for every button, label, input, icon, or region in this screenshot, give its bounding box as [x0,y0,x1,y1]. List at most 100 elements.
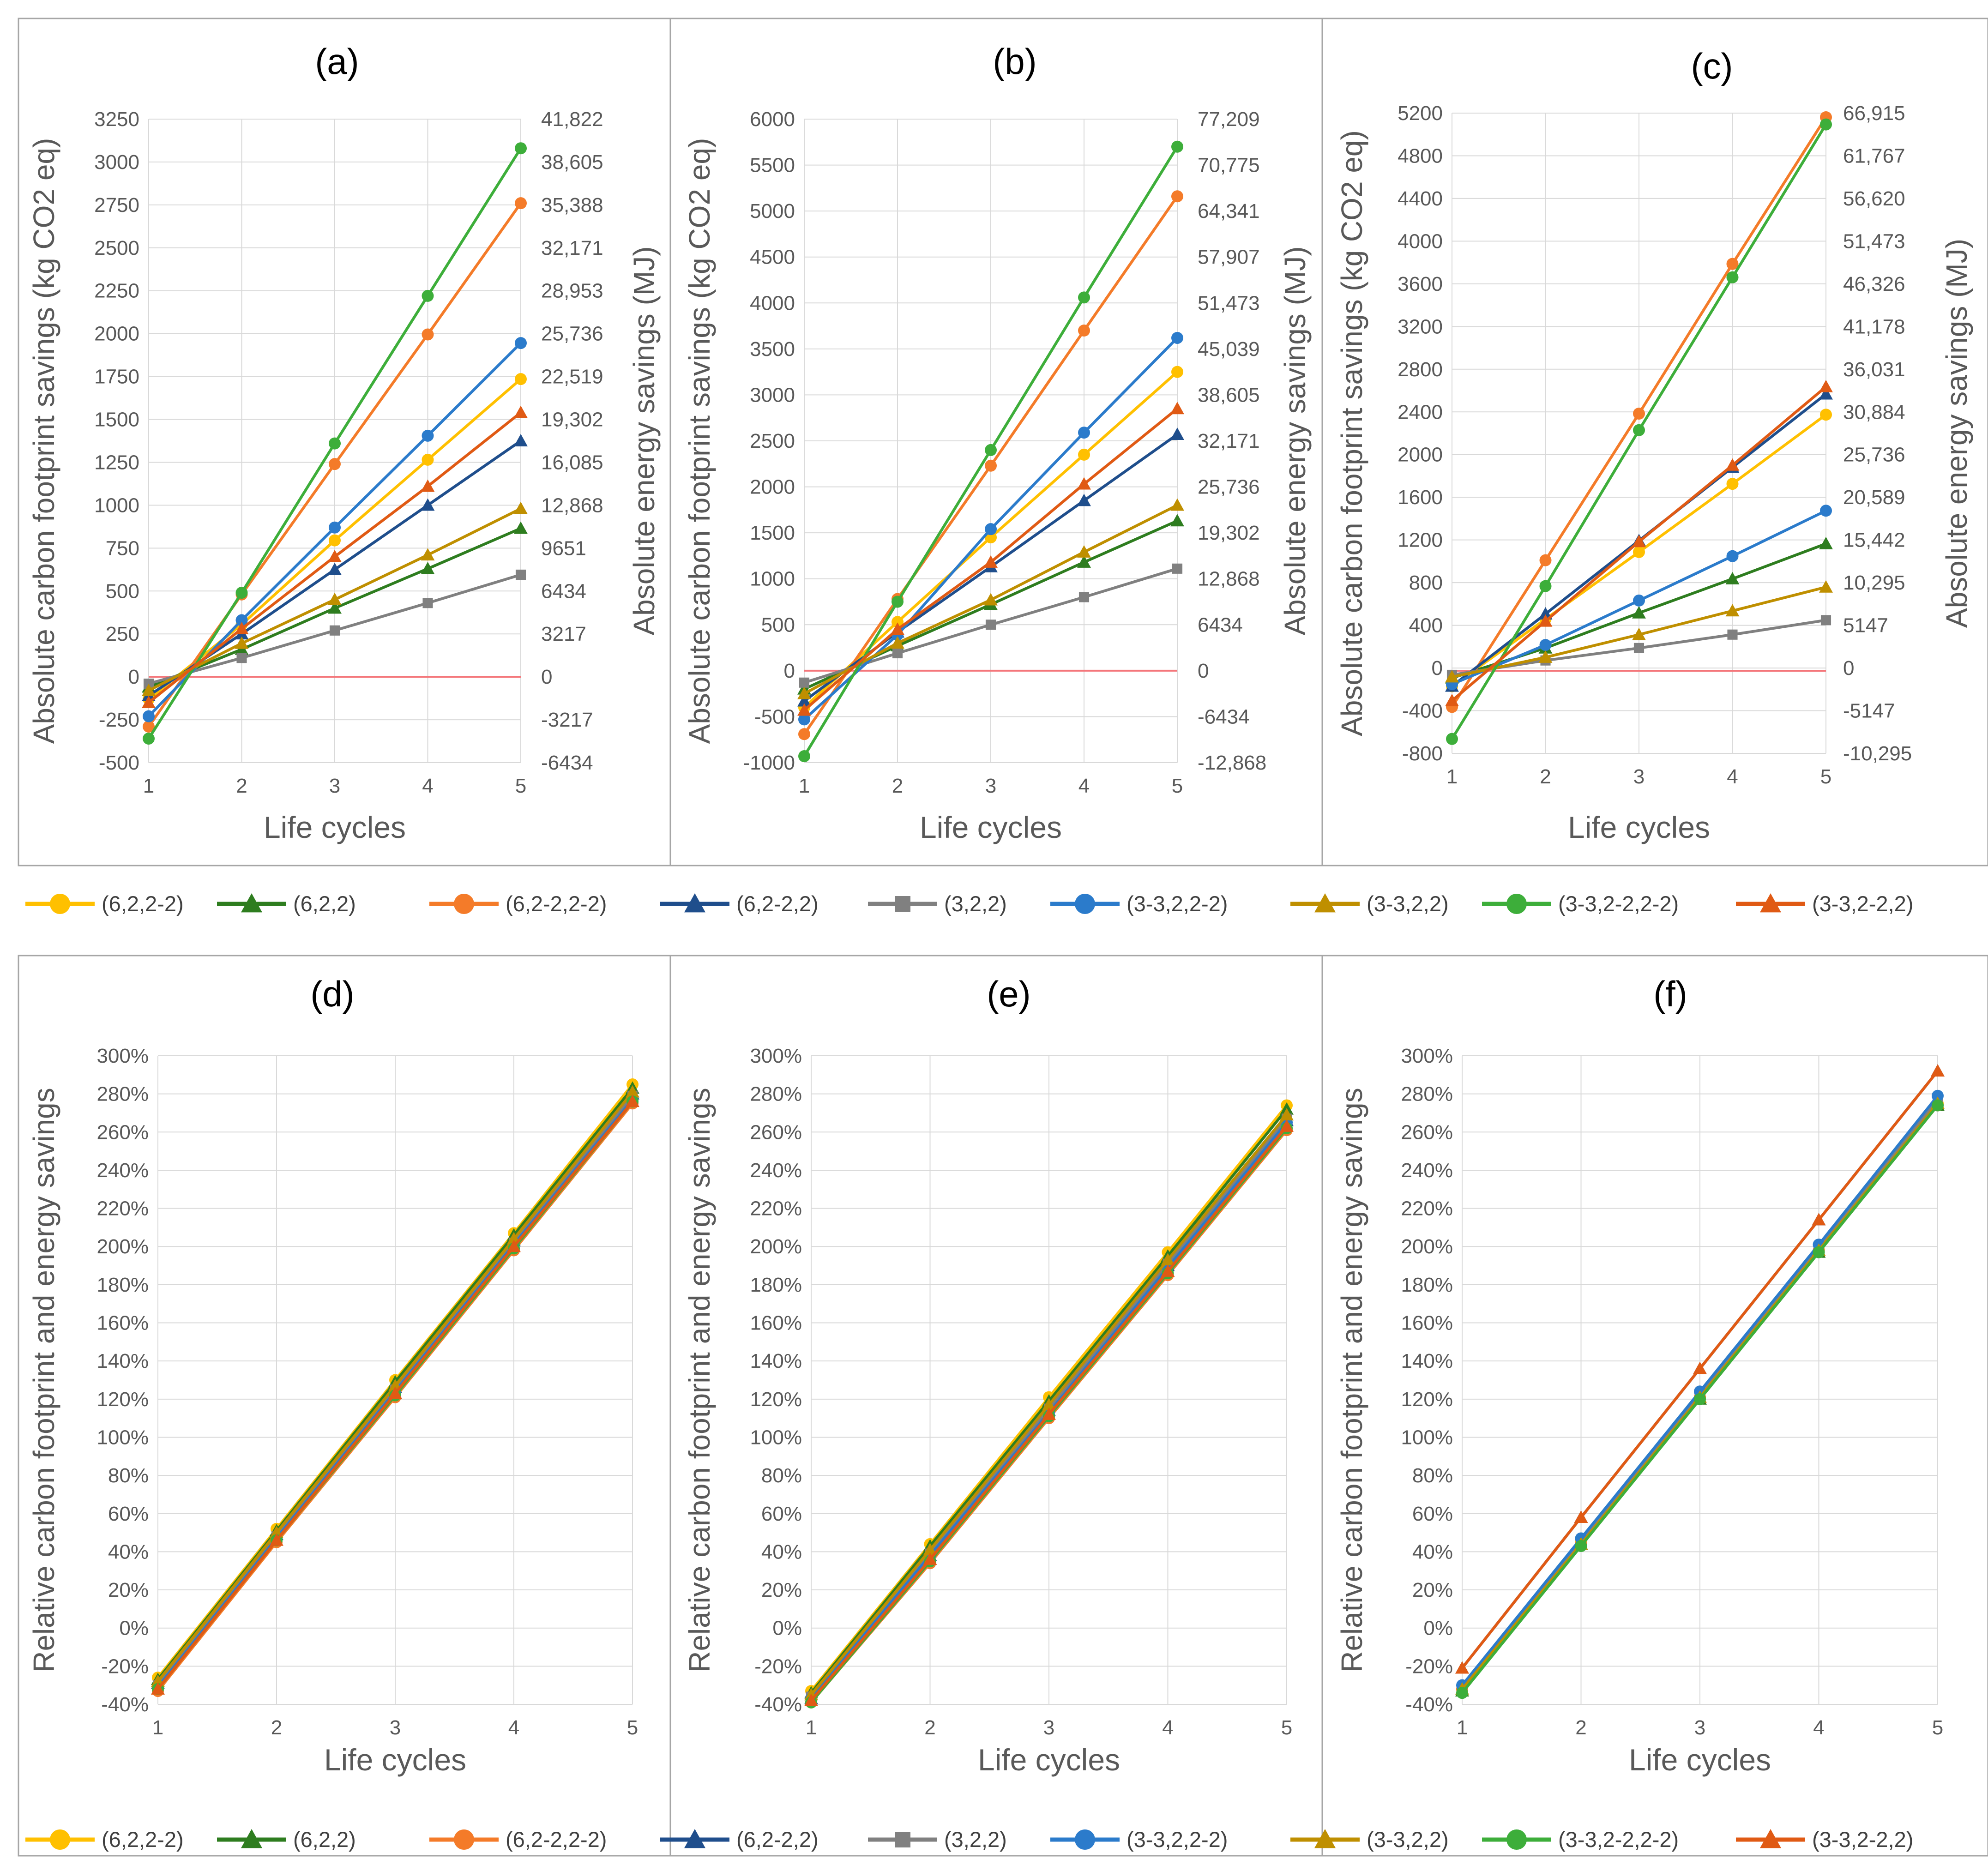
y-tick-label: 0% [1423,1617,1453,1640]
legend-label: (3-3,2,2-2) [1127,891,1228,916]
data-point [235,614,248,626]
data-point [798,750,810,763]
y-tick-label: 20% [761,1579,802,1601]
data-point [1725,572,1740,584]
y2-tick-label: 16,085 [541,451,603,474]
x-tick-label: 4 [508,1716,519,1739]
y-axis-label: Relative carbon footprint and energy sav… [1335,1088,1368,1672]
y-tick-label: 5500 [750,154,795,177]
data-point [422,598,433,608]
data-point [892,596,904,608]
y2-tick-label: 5147 [1843,614,1888,637]
data-point [1078,291,1090,304]
y-tick-label: 500 [761,614,795,636]
data-point [1726,478,1739,490]
y-axis-label: Absolute carbon footprint savings (kg CO… [27,138,60,744]
data-point [235,622,249,635]
y-tick-label: 120% [1401,1388,1453,1411]
data-point [1694,1393,1706,1405]
y-tick-label: -40% [754,1693,802,1716]
y2-tick-label: 56,620 [1843,187,1905,210]
y-tick-label: 2400 [1398,401,1443,423]
y-tick-label: 120% [96,1388,149,1411]
legend-entry: (3-3,2-2,2-2) [1482,891,1679,916]
y-tick-label: 4800 [1398,144,1443,167]
legend-entry: (3-3,2-2,2) [1736,1827,1913,1852]
y2-tick-label: 3217 [541,623,586,645]
y-axis-label: Absolute carbon footprint savings (kg CO… [683,138,716,744]
legend-marker [1760,1829,1781,1848]
data-point [1574,1510,1588,1523]
data-point [328,592,342,605]
legend-marker [241,1829,262,1848]
data-point [798,713,810,726]
y-tick-label: 2500 [750,430,795,452]
y-tick-label: -800 [1402,742,1443,765]
y-tick-label: 240% [1401,1159,1453,1182]
legend-label: (3-3,2,2) [1367,1827,1449,1852]
chart-panel-e: -40% -20% 0% 20% 40% 60% 80% 100% 120% 140% 160% 18… [683,974,1294,1777]
y-tick-label: 1750 [94,366,139,388]
y2-tick-label: 22,519 [541,366,603,388]
x-tick-label: 2 [271,1716,282,1739]
y-tick-label: 5000 [750,200,795,223]
data-point [1820,118,1832,131]
y-tick-label: -500 [754,705,795,728]
series-(3-3,2-2,2) [1445,379,1833,706]
data-point [143,732,155,745]
y-tick-label: 2500 [94,237,139,259]
y-tick-label: 300% [750,1045,802,1067]
y-tick-label: 750 [106,537,139,559]
legend-entry: (6,2-2,2-2) [429,1827,607,1852]
y2-tick-label: 35,388 [541,194,603,217]
chart-panel-c: -800 -400 0 400 800 1200 1600 2000 2400 2800 3200 3… [1335,46,1973,844]
y-tick-label: 240% [96,1159,149,1182]
legend-label: (6,2,2) [293,891,356,916]
x-tick-label: 3 [390,1716,401,1739]
data-point [1820,615,1831,626]
data-point [421,548,435,561]
y-tick-label: 220% [1401,1197,1453,1220]
data-point [1819,379,1833,392]
data-point [1632,627,1646,640]
y2-tick-label: 12,868 [541,494,603,517]
data-point [235,586,248,599]
data-point [1078,448,1090,461]
legend-entry: (3-3,2,2-2) [1050,891,1228,916]
y2-tick-label: 19,302 [1198,522,1260,544]
data-point [1932,1099,1944,1112]
y2-tick-label: 45,039 [1198,338,1260,361]
legend-marker [454,894,474,914]
legend-label: (3-3,2-2,2) [1812,891,1913,916]
y-tick-label: 1250 [94,451,139,474]
data-point [626,1095,639,1107]
series-(3-3,2-2,2-2) [798,140,1183,763]
x-tick-label: 1 [1446,765,1458,788]
y2-tick-label: 9651 [541,537,586,559]
series-(3-3,2,2) [142,501,528,696]
y-tick-label: 3000 [94,151,139,174]
panel-title: (a) [315,41,359,82]
data-point [143,720,155,733]
legend-entry: (3,2,2) [868,891,1007,916]
x-tick-label: 3 [1043,1716,1054,1739]
data-point [892,616,904,628]
y-tick-label: 260% [1401,1121,1453,1143]
data-point [1077,545,1091,558]
y2-tick-label: 57,907 [1198,246,1260,269]
y-tick-label: 1000 [750,568,795,590]
data-point [798,728,810,740]
y-tick-label: 4000 [750,292,795,314]
data-point [142,695,156,708]
y-tick-label: 40% [761,1540,802,1563]
panel-title: (b) [993,41,1036,82]
x-axis-label: Life cycles [1629,1743,1771,1777]
chart-panel-f: -40% -20% 0% 20% 40% 60% 80% 100% 120% 140% 160% 18… [1335,974,1945,1777]
legend-marker [895,1832,910,1847]
y2-tick-label: 38,605 [1198,384,1260,406]
y-tick-label: 3500 [750,338,795,361]
y2-tick-label: 66,915 [1843,102,1905,125]
data-point [923,1552,937,1565]
y-tick-label: 160% [1401,1312,1453,1335]
y-axis-label: Absolute carbon footprint savings (kg CO… [1335,130,1368,736]
